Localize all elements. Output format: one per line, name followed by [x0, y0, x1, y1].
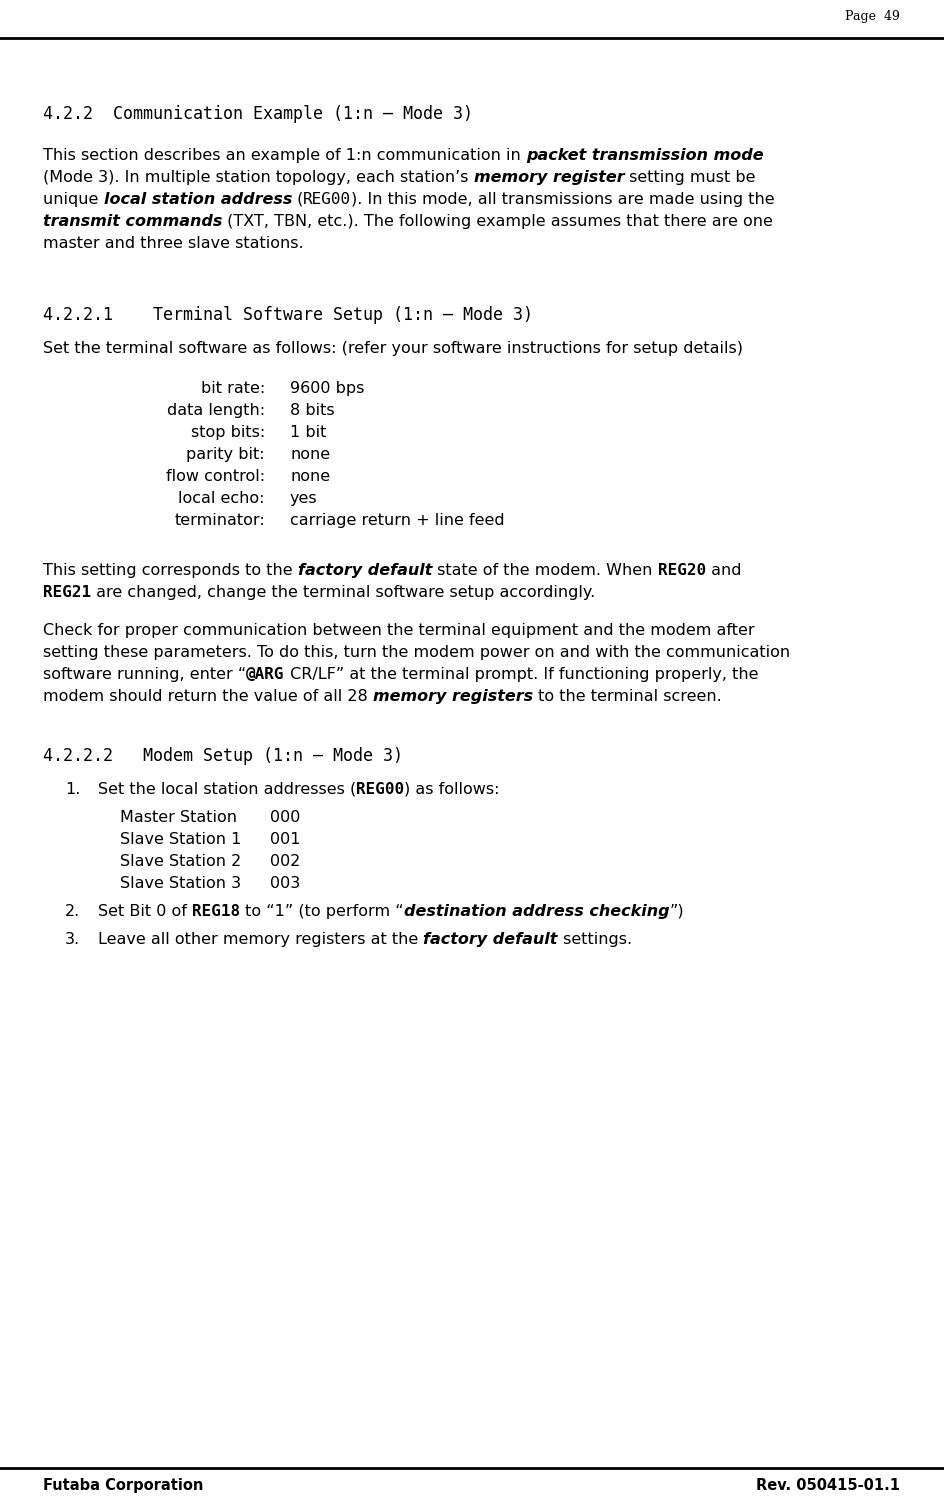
Text: factory default: factory default: [423, 933, 558, 948]
Text: 4.2.2.1    Terminal Software Setup (1:n – Mode 3): 4.2.2.1 Terminal Software Setup (1:n – M…: [43, 306, 533, 324]
Text: (Mode 3). In multiple station topology, each station’s: (Mode 3). In multiple station topology, …: [43, 171, 474, 186]
Text: @ARG: @ARG: [246, 667, 285, 682]
Text: carriage return + line feed: carriage return + line feed: [290, 513, 505, 528]
Text: ). In this mode, all transmissions are made using the: ). In this mode, all transmissions are m…: [351, 192, 775, 207]
Text: Futaba Corporation: Futaba Corporation: [43, 1477, 203, 1492]
Text: settings.: settings.: [558, 933, 632, 948]
Text: factory default: factory default: [297, 563, 432, 578]
Text: yes: yes: [290, 490, 317, 506]
Text: REG00: REG00: [356, 782, 404, 797]
Text: 000: 000: [270, 810, 300, 825]
Text: REG20: REG20: [658, 563, 706, 578]
Text: Slave Station 3: Slave Station 3: [120, 877, 241, 890]
Text: to “1” (to perform “: to “1” (to perform “: [240, 904, 404, 919]
Text: modem should return the value of all 28: modem should return the value of all 28: [43, 690, 373, 705]
Text: parity bit:: parity bit:: [186, 447, 265, 462]
Text: ) as follows:: ) as follows:: [404, 782, 500, 797]
Text: software running, enter “: software running, enter “: [43, 667, 246, 682]
Text: 1 bit: 1 bit: [290, 426, 327, 441]
Text: state of the modem. When: state of the modem. When: [432, 563, 658, 578]
Text: REG21: REG21: [43, 585, 92, 601]
Text: 4.2.2.2   Modem Setup (1:n – Mode 3): 4.2.2.2 Modem Setup (1:n – Mode 3): [43, 747, 403, 765]
Text: This section describes an example of 1:n communication in: This section describes an example of 1:n…: [43, 148, 526, 163]
Text: setting must be: setting must be: [624, 171, 755, 186]
Text: 9600 bps: 9600 bps: [290, 380, 364, 395]
Text: 3.: 3.: [65, 933, 80, 948]
Text: Master Station: Master Station: [120, 810, 237, 825]
Text: CR/LF” at the terminal prompt. If functioning properly, the: CR/LF” at the terminal prompt. If functi…: [285, 667, 758, 682]
Text: none: none: [290, 447, 330, 462]
Text: (: (: [292, 192, 303, 207]
Text: 1.: 1.: [65, 782, 80, 797]
Text: packet transmission mode: packet transmission mode: [526, 148, 764, 163]
Text: memory register: memory register: [474, 171, 624, 186]
Text: 002: 002: [270, 854, 300, 869]
Text: 8 bits: 8 bits: [290, 403, 334, 418]
Text: Page  49: Page 49: [845, 11, 900, 23]
Text: data length:: data length:: [167, 403, 265, 418]
Text: unique: unique: [43, 192, 104, 207]
Text: setting these parameters. To do this, turn the modem power on and with the commu: setting these parameters. To do this, tu…: [43, 644, 790, 659]
Text: REG00: REG00: [303, 192, 351, 207]
Text: Set the local station addresses (: Set the local station addresses (: [98, 782, 356, 797]
Text: 001: 001: [270, 831, 300, 847]
Text: are changed, change the terminal software setup accordingly.: are changed, change the terminal softwar…: [92, 585, 596, 601]
Text: Slave Station 2: Slave Station 2: [120, 854, 242, 869]
Text: 4.2.2  Communication Example (1:n – Mode 3): 4.2.2 Communication Example (1:n – Mode …: [43, 106, 473, 124]
Text: Leave all other memory registers at the: Leave all other memory registers at the: [98, 933, 423, 948]
Text: to the terminal screen.: to the terminal screen.: [533, 690, 722, 705]
Text: This setting corresponds to the: This setting corresponds to the: [43, 563, 297, 578]
Text: 003: 003: [270, 877, 300, 890]
Text: Rev. 050415-01.1: Rev. 050415-01.1: [756, 1477, 900, 1492]
Text: none: none: [290, 469, 330, 484]
Text: ”): ”): [669, 904, 684, 919]
Text: bit rate:: bit rate:: [201, 380, 265, 395]
Text: memory registers: memory registers: [373, 690, 533, 705]
Text: local station address: local station address: [104, 192, 292, 207]
Text: Check for proper communication between the terminal equipment and the modem afte: Check for proper communication between t…: [43, 623, 754, 638]
Text: transmit commands: transmit commands: [43, 214, 223, 229]
Text: Set the terminal software as follows: (refer your software instructions for setu: Set the terminal software as follows: (r…: [43, 341, 743, 356]
Text: Slave Station 1: Slave Station 1: [120, 831, 242, 847]
Text: Set Bit 0 of: Set Bit 0 of: [98, 904, 192, 919]
Text: local echo:: local echo:: [178, 490, 265, 506]
Text: REG18: REG18: [192, 904, 240, 919]
Text: (TXT, TBN, etc.). The following example assumes that there are one: (TXT, TBN, etc.). The following example …: [223, 214, 773, 229]
Text: destination address checking: destination address checking: [404, 904, 669, 919]
Text: master and three slave stations.: master and three slave stations.: [43, 235, 304, 250]
Text: flow control:: flow control:: [166, 469, 265, 484]
Text: terminator:: terminator:: [175, 513, 265, 528]
Text: 2.: 2.: [65, 904, 80, 919]
Text: and: and: [706, 563, 741, 578]
Text: stop bits:: stop bits:: [191, 426, 265, 441]
